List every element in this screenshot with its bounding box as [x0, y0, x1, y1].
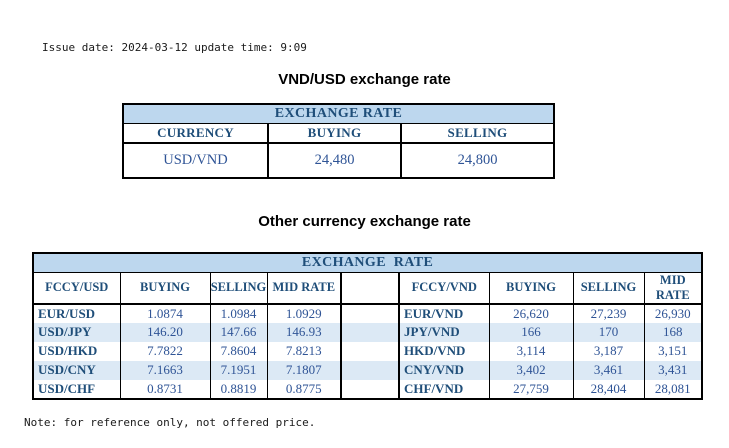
pair-cell: HKD/VND [398, 341, 489, 361]
selling-rate-cell: 24,800 [400, 143, 555, 178]
rate-cell: 168 [643, 322, 703, 342]
rate-cell: 28,404 [572, 379, 644, 399]
col-header-usd-midrate: MID RATE [266, 271, 342, 305]
pair-cell: JPY/VND [398, 322, 489, 342]
rate-cell: 1.0874 [119, 303, 210, 323]
rate-cell: 0.8775 [266, 379, 342, 399]
rate-cell: 7.1663 [119, 360, 210, 380]
rate-cell: 3,187 [572, 341, 644, 361]
col-header-vnd-midrate: MID RATE [643, 271, 703, 305]
usd-table-banner: EXCHANGE RATE [123, 104, 554, 124]
gap-cell [341, 380, 399, 399]
rate-row-hkd: USD/HKD 7.7822 7.8604 7.8213 HKD/VND 3,1… [33, 341, 703, 361]
usd-vnd-rate-table: EXCHANGE RATE CURRENCY BUYING SELLING US… [122, 103, 555, 179]
pair-cell: CNY/VND [398, 360, 489, 380]
rate-row-jpy: USD/JPY 146.20 147.66 146.93 JPY/VND 166… [33, 322, 703, 342]
rate-cell: 147.66 [209, 322, 267, 342]
pair-cell: CHF/VND [398, 379, 489, 399]
rate-cell: 7.8213 [266, 341, 342, 361]
rate-cell: 7.1807 [266, 360, 342, 380]
col-header-vnd-buying: BUYING [488, 271, 574, 305]
pair-cell: EUR/VND [398, 303, 489, 323]
rate-row-eur: EUR/USD 1.0874 1.0984 1.0929 EUR/VND 26,… [33, 303, 703, 323]
rate-cell: 27,239 [572, 303, 644, 323]
usd-table-banner-row: EXCHANGE RATE [123, 104, 554, 124]
rate-cell: 146.93 [266, 322, 342, 342]
rate-cell: 3,114 [488, 341, 573, 361]
rate-row-chf: USD/CHF 0.8731 0.8819 0.8775 CHF/VND 27,… [33, 379, 703, 399]
rate-cell: 26,930 [643, 303, 703, 323]
other-table-title: Other currency exchange rate [258, 213, 471, 230]
rate-row-cny: USD/CNY 7.1663 7.1951 7.1807 CNY/VND 3,4… [33, 360, 703, 380]
rate-cell: 166 [488, 322, 573, 342]
rate-cell: 27,759 [488, 379, 573, 399]
pair-cell: USD/HKD [38, 343, 98, 358]
col-header-fccy-usd: FCCY/USD [32, 271, 121, 305]
col-header-fccy-vnd: FCCY/VND [398, 271, 490, 305]
other-currency-rate-table: EXCHANGE RATE FCCY/USD BUYING SELLING MI… [32, 252, 704, 400]
col-header-currency: CURRENCY [122, 122, 269, 144]
gap-header-cell [340, 271, 400, 305]
usd-table-title: VND/USD exchange rate [278, 71, 451, 88]
rate-cell: 3,402 [488, 360, 573, 380]
rate-cell: 7.1951 [209, 360, 267, 380]
usd-table-header-row: CURRENCY BUYING SELLING [122, 122, 555, 144]
rate-cell: 7.8604 [209, 341, 267, 361]
issue-date-line: Issue date: 2024-03-12 update time: 9:09 [42, 41, 307, 54]
col-header-usd-buying: BUYING [119, 271, 211, 305]
rate-cell: 1.0929 [266, 303, 342, 323]
other-table-banner-row: EXCHANGE RATE [33, 253, 703, 273]
other-table-banner: EXCHANGE RATE [33, 253, 703, 273]
rate-cell: 3,431 [643, 360, 703, 380]
note-line: Note: for reference only, not offered pr… [24, 416, 316, 429]
rate-cell: 170 [572, 322, 644, 342]
pair-cell: USD/CHF [38, 380, 96, 396]
rate-cell: 3,461 [572, 360, 644, 380]
gap-cell [341, 322, 399, 342]
gap-cell [341, 304, 399, 323]
rate-cell: 0.8819 [209, 379, 267, 399]
col-header-vnd-selling: SELLING [572, 271, 645, 305]
gap-cell [341, 360, 399, 380]
gap-cell [341, 342, 399, 361]
col-header-selling: SELLING [400, 122, 555, 144]
rate-cell: 7.7822 [119, 341, 210, 361]
usd-rate-row: USD/VND 24,480 24,800 [122, 143, 555, 178]
rate-cell: 146.20 [119, 322, 210, 342]
pair-cell: USD/CNY [33, 360, 120, 380]
rate-cell: 26,620 [488, 303, 573, 323]
col-header-buying: BUYING [267, 122, 402, 144]
pair-cell: EUR/USD [38, 305, 96, 321]
rate-cell: 3,151 [643, 341, 703, 361]
rate-cell: 28,081 [643, 379, 703, 399]
currency-pair-cell: USD/VND [122, 143, 269, 178]
buying-rate-cell: 24,480 [267, 143, 402, 178]
col-header-usd-selling: SELLING [209, 271, 268, 305]
pair-cell: USD/JPY [33, 322, 120, 342]
other-table-header-row: FCCY/USD BUYING SELLING MID RATE FCCY/VN… [32, 271, 703, 305]
rate-cell: 1.0984 [209, 303, 267, 323]
rate-cell: 0.8731 [119, 379, 210, 399]
